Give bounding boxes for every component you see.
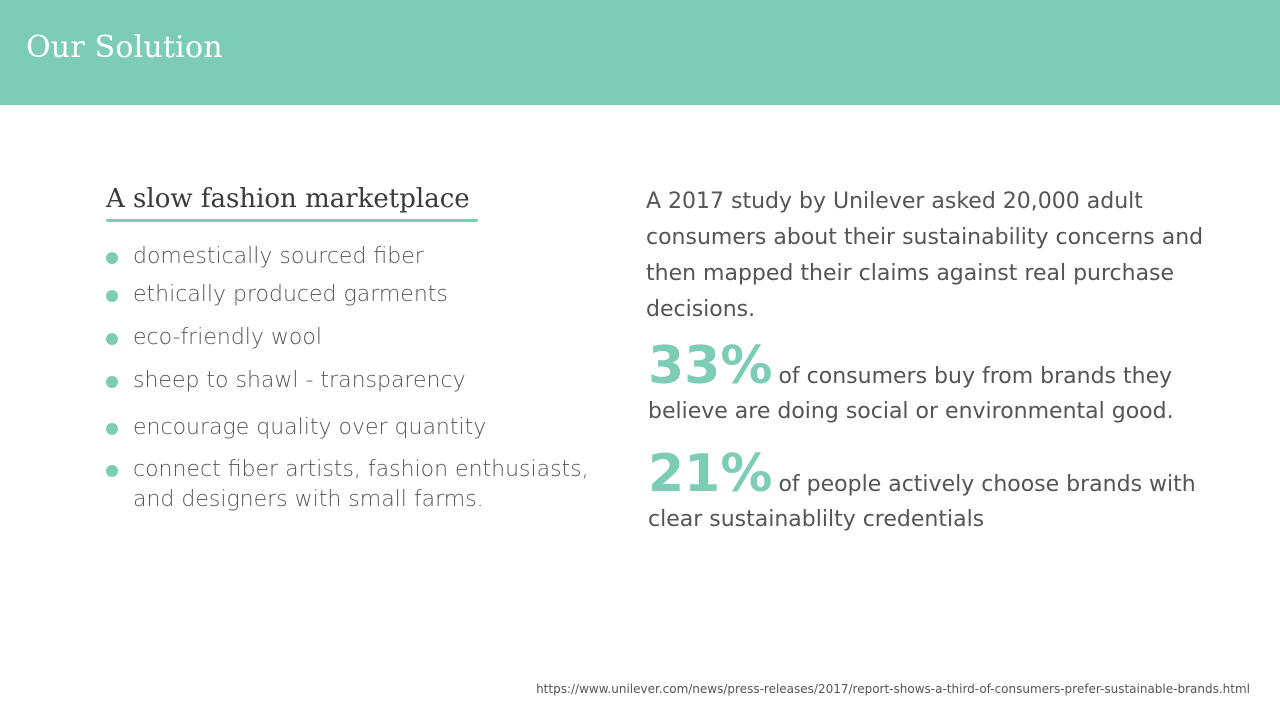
- study-intro-paragraph: A 2017 study by Unilever asked 20,000 ad…: [646, 189, 1204, 322]
- bullet-dot-icon: [106, 376, 118, 388]
- list-item-text: sheep to shawl - transparency: [133, 368, 466, 393]
- header-bar: Our Solution: [0, 0, 1280, 105]
- list-item: ethically produced garments: [106, 280, 633, 310]
- bullet-dot-icon: [106, 333, 118, 345]
- list-item-text: encourage quality over quantity: [133, 415, 487, 440]
- stat-block: 33% of consumers buy from brands they bel…: [648, 340, 1208, 429]
- stat-block: 21% of people actively choose brands with…: [648, 448, 1208, 537]
- stat-text: of people actively choose brands with cl…: [648, 472, 1196, 532]
- section-subheading: A slow fashion marketplace: [106, 184, 470, 214]
- page-title: Our Solution: [26, 30, 223, 65]
- list-item-text: ethically produced garments: [133, 282, 448, 307]
- list-item-text: connect fiber artists, fashion enthusias…: [133, 457, 589, 512]
- bullet-dot-icon: [106, 290, 118, 302]
- list-item: eco-friendly wool: [106, 323, 633, 353]
- list-item-text: domestically sourced fiber: [133, 244, 424, 269]
- list-item: domestically sourced fiber: [106, 242, 633, 272]
- source-citation-link[interactable]: https://www.unilever.com/news/press-rele…: [536, 682, 1250, 696]
- bullet-dot-icon: [106, 423, 118, 435]
- stat-text: of consumers buy from brands they believ…: [648, 364, 1174, 424]
- stat-value: 33%: [648, 336, 773, 396]
- list-item: encourage quality over quantity: [106, 413, 633, 443]
- subheading-underline: [106, 219, 478, 222]
- list-item: sheep to shawl - transparency: [106, 366, 633, 396]
- bullet-dot-icon: [106, 465, 118, 477]
- subheading-block: A slow fashion marketplace: [106, 184, 478, 222]
- stat-value: 21%: [648, 444, 773, 504]
- list-item: connect fiber artists, fashion enthusias…: [106, 455, 633, 515]
- list-item-text: eco-friendly wool: [133, 325, 322, 350]
- bullet-dot-icon: [106, 252, 118, 264]
